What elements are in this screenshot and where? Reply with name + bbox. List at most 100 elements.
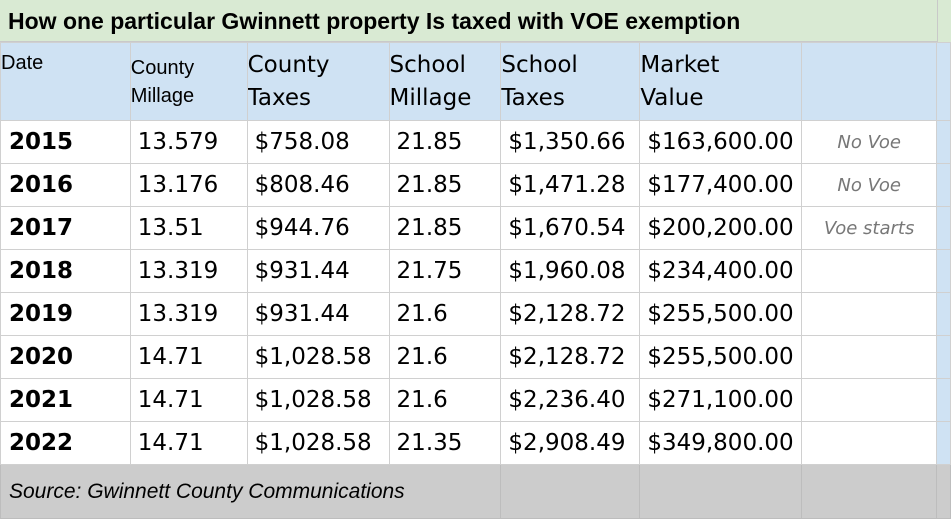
source-note[interactable]: Source: Gwinnett County Communications <box>0 464 502 519</box>
cell-school-millage[interactable]: 21.85 <box>388 206 502 250</box>
cell-county-millage[interactable]: 13.176 <box>129 163 248 207</box>
header-school-millage-line1: School <box>389 51 466 78</box>
header-county-millage-line1: County <box>130 56 195 79</box>
cell-school-taxes[interactable]: $1,350.66 <box>500 120 641 164</box>
cell-year[interactable]: 2016 <box>0 163 131 207</box>
cell-school-millage[interactable]: 21.85 <box>388 163 502 207</box>
footer-cell-school-taxes[interactable] <box>500 464 641 519</box>
header-edge-cell[interactable] <box>936 42 951 121</box>
header-county-taxes-line1: County <box>247 51 330 78</box>
cell-school-taxes[interactable]: $2,908.49 <box>500 421 641 465</box>
cell-county-millage[interactable]: 14.71 <box>129 421 248 465</box>
cell-school-millage[interactable]: 21.6 <box>388 378 502 422</box>
table-row: 2022 14.71 $1,028.58 21.35 $2,908.49 $349,800… <box>0 421 951 465</box>
row-edge-cell[interactable] <box>936 335 951 379</box>
cell-year[interactable]: 2015 <box>0 120 131 164</box>
title-edge-cell[interactable] <box>937 0 951 42</box>
cell-note[interactable] <box>801 292 938 336</box>
cell-year[interactable]: 2018 <box>0 249 131 293</box>
cell-school-taxes[interactable]: $2,236.40 <box>500 378 641 422</box>
table-row: 2019 13.319 $931.44 21.6 $2,128.72 $255,500.0… <box>0 292 951 336</box>
cell-county-millage[interactable]: 13.319 <box>129 249 248 293</box>
footer-cell-note[interactable] <box>801 464 938 519</box>
header-county-taxes-line2: Taxes <box>247 84 311 111</box>
cell-year[interactable]: 2017 <box>0 206 131 250</box>
cell-school-millage[interactable]: 21.35 <box>388 421 502 465</box>
cell-school-taxes[interactable]: $1,471.28 <box>500 163 641 207</box>
cell-school-millage[interactable]: 21.6 <box>388 292 502 336</box>
cell-county-taxes[interactable]: $1,028.58 <box>246 378 390 422</box>
row-edge-cell[interactable] <box>936 249 951 293</box>
footer-cell-market-value[interactable] <box>639 464 803 519</box>
table-row: 2015 13.579 $758.08 21.85 $1,350.66 $163,600.… <box>0 120 951 164</box>
cell-school-taxes[interactable]: $2,128.72 <box>500 335 641 379</box>
row-edge-cell[interactable] <box>936 206 951 250</box>
row-edge-cell[interactable] <box>936 163 951 207</box>
tax-table: Date County Millage County Taxes School … <box>0 42 951 519</box>
cell-school-taxes[interactable]: $1,960.08 <box>500 249 641 293</box>
cell-county-millage[interactable]: 14.71 <box>129 335 248 379</box>
cell-market-value[interactable]: $200,200.00 <box>639 206 803 250</box>
footer-row: Source: Gwinnett County Communications <box>0 464 951 519</box>
cell-school-millage[interactable]: 21.75 <box>388 249 502 293</box>
footer-edge-cell[interactable] <box>936 464 951 519</box>
header-county-millage[interactable]: County Millage <box>129 42 248 121</box>
cell-market-value[interactable]: $271,100.00 <box>639 378 803 422</box>
cell-note[interactable]: Voe starts <box>801 206 938 250</box>
cell-market-value[interactable]: $255,500.00 <box>639 335 803 379</box>
cell-county-millage[interactable]: 13.579 <box>129 120 248 164</box>
table-row: 2021 14.71 $1,028.58 21.6 $2,236.40 $271,100.… <box>0 378 951 422</box>
header-date[interactable]: Date <box>0 42 131 121</box>
cell-county-taxes[interactable]: $944.76 <box>246 206 390 250</box>
header-market-value-line1: Market <box>640 51 720 78</box>
cell-county-taxes[interactable]: $1,028.58 <box>246 421 390 465</box>
cell-school-taxes[interactable]: $2,128.72 <box>500 292 641 336</box>
row-edge-cell[interactable] <box>936 378 951 422</box>
cell-school-millage[interactable]: 21.6 <box>388 335 502 379</box>
cell-market-value[interactable]: $177,400.00 <box>639 163 803 207</box>
table-row: 2017 13.51 $944.76 21.85 $1,670.54 $200,200.0… <box>0 206 951 250</box>
cell-year[interactable]: 2022 <box>0 421 131 465</box>
table-row: 2018 13.319 $931.44 21.75 $1,960.08 $234,400.… <box>0 249 951 293</box>
cell-county-taxes[interactable]: $808.46 <box>246 163 390 207</box>
header-market-value-line2: Value <box>640 84 704 111</box>
cell-note[interactable] <box>801 249 938 293</box>
cell-market-value[interactable]: $234,400.00 <box>639 249 803 293</box>
cell-school-millage[interactable]: 21.85 <box>388 120 502 164</box>
cell-note[interactable]: No Voe <box>801 163 938 207</box>
cell-county-taxes[interactable]: $1,028.58 <box>246 335 390 379</box>
cell-year[interactable]: 2021 <box>0 378 131 422</box>
header-school-millage-line2: Millage <box>389 84 472 111</box>
row-edge-cell[interactable] <box>936 120 951 164</box>
header-row: Date County Millage County Taxes School … <box>0 42 951 121</box>
cell-year[interactable]: 2020 <box>0 335 131 379</box>
cell-county-millage[interactable]: 13.51 <box>129 206 248 250</box>
cell-market-value[interactable]: $255,500.00 <box>639 292 803 336</box>
header-school-taxes[interactable]: School Taxes <box>500 42 641 121</box>
header-school-millage[interactable]: School Millage <box>388 42 502 121</box>
cell-note[interactable] <box>801 378 938 422</box>
cell-county-taxes[interactable]: $931.44 <box>246 249 390 293</box>
table-title[interactable]: How one particular Gwinnett property Is … <box>0 0 937 42</box>
cell-note[interactable] <box>801 335 938 379</box>
header-county-taxes[interactable]: County Taxes <box>246 42 390 121</box>
table-row: 2020 14.71 $1,028.58 21.6 $2,128.72 $255,500.… <box>0 335 951 379</box>
cell-note[interactable]: No Voe <box>801 120 938 164</box>
row-edge-cell[interactable] <box>936 421 951 465</box>
cell-county-millage[interactable]: 14.71 <box>129 378 248 422</box>
cell-market-value[interactable]: $349,800.00 <box>639 421 803 465</box>
header-note-cell[interactable] <box>801 42 938 121</box>
table-row: 2016 13.176 $808.46 21.85 $1,471.28 $177,400.… <box>0 163 951 207</box>
cell-market-value[interactable]: $163,600.00 <box>639 120 803 164</box>
row-edge-cell[interactable] <box>936 292 951 336</box>
header-school-taxes-line2: Taxes <box>501 84 565 111</box>
header-school-taxes-line1: School <box>501 51 578 78</box>
cell-county-taxes[interactable]: $758.08 <box>246 120 390 164</box>
header-market-value[interactable]: Market Value <box>639 42 803 121</box>
cell-year[interactable]: 2019 <box>0 292 131 336</box>
cell-county-taxes[interactable]: $931.44 <box>246 292 390 336</box>
cell-county-millage[interactable]: 13.319 <box>129 292 248 336</box>
cell-note[interactable] <box>801 421 938 465</box>
cell-school-taxes[interactable]: $1,670.54 <box>500 206 641 250</box>
